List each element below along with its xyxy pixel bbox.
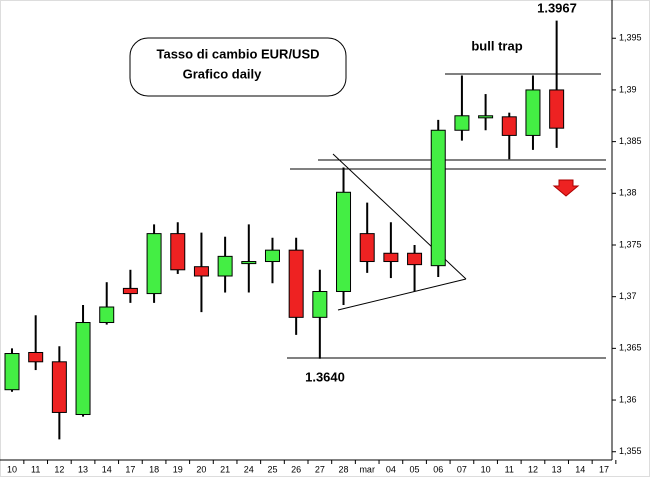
x-tick-label: 10 — [7, 464, 17, 474]
x-tick-label: 05 — [410, 464, 420, 474]
x-tick-label: 07 — [457, 464, 467, 474]
x-tick-label: 11 — [505, 464, 514, 474]
candle-body — [193, 266, 209, 277]
candle-body — [264, 249, 280, 263]
candle-body — [549, 89, 565, 129]
x-tick-label: 24 — [244, 464, 254, 474]
candle-body — [122, 287, 138, 295]
candle-body — [336, 191, 352, 293]
y-tick-label: 1,395 — [619, 33, 642, 43]
annotation: Grafico daily — [183, 66, 263, 81]
candle-body — [51, 361, 67, 413]
x-tick-label: 10 — [481, 464, 491, 474]
candle-body — [359, 233, 375, 263]
candle-body — [75, 322, 91, 416]
x-tick-label: 14 — [575, 464, 585, 474]
candle-body — [454, 115, 470, 131]
y-tick-label: 1,36 — [619, 394, 637, 404]
x-tick-label: 18 — [149, 464, 159, 474]
candle-body — [501, 116, 517, 136]
y-tick-label: 1,385 — [619, 136, 642, 146]
y-tick-label: 1,39 — [619, 84, 637, 94]
x-tick-label: 13 — [78, 464, 88, 474]
y-tick-label: 1,365 — [619, 343, 642, 353]
x-tick-label: 19 — [173, 464, 183, 474]
x-tick-label: 20 — [196, 464, 206, 474]
candle-body — [28, 351, 44, 363]
candle-body — [99, 306, 115, 324]
x-tick-label: mar — [359, 464, 375, 474]
x-tick-label: 04 — [386, 464, 396, 474]
candle-body — [146, 233, 162, 295]
x-tick-label: 12 — [54, 464, 64, 474]
x-tick-label: 13 — [552, 464, 562, 474]
candle-body — [288, 249, 304, 318]
x-tick-label: 28 — [339, 464, 349, 474]
annotation: 1.3967 — [537, 0, 577, 15]
candle-body — [170, 233, 186, 271]
x-tick-label: 11 — [31, 464, 40, 474]
candle-body — [217, 255, 233, 277]
x-tick-label: 14 — [102, 464, 112, 474]
x-tick-label: 26 — [291, 464, 301, 474]
candle-body — [383, 252, 399, 263]
annotation: Tasso di cambio EUR/USD — [156, 46, 319, 61]
candle-body — [525, 89, 541, 136]
candle-body — [478, 115, 494, 119]
candle-body — [312, 291, 328, 318]
x-tick-label: 12 — [528, 464, 538, 474]
annotation: bull trap — [471, 38, 522, 53]
candle-body — [241, 261, 257, 265]
down-arrow — [552, 179, 580, 197]
x-tick-label: 25 — [267, 464, 277, 474]
y-tick-label: 1,355 — [619, 446, 642, 456]
y-tick-label: 1,37 — [619, 291, 637, 301]
candle-body — [4, 353, 20, 391]
candle-body — [430, 129, 446, 267]
text-box — [129, 37, 347, 97]
y-tick-label: 1,38 — [619, 188, 637, 198]
x-tick-label: 06 — [433, 464, 443, 474]
annotation: 1.3640 — [305, 369, 345, 384]
candle-body — [407, 252, 423, 266]
x-tick-label: 17 — [599, 464, 609, 474]
x-tick-label: 17 — [125, 464, 135, 474]
x-tick-label: 21 — [220, 464, 230, 474]
x-tick-label: 27 — [315, 464, 325, 474]
triangle-line — [337, 278, 467, 311]
y-tick-label: 1,375 — [619, 239, 642, 249]
